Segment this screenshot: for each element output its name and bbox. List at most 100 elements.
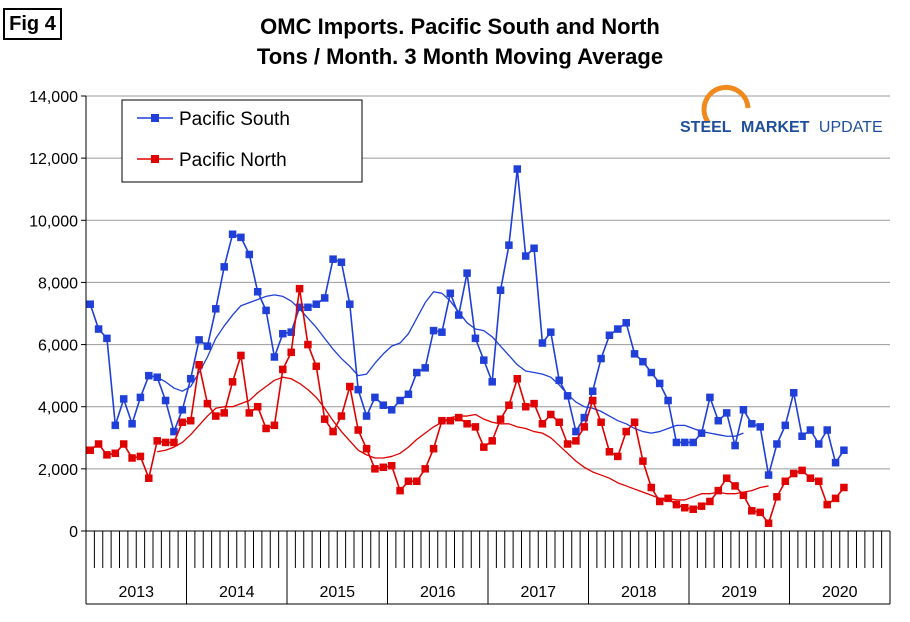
data-point	[237, 351, 245, 360]
data-point	[220, 409, 228, 417]
data-point	[371, 465, 379, 473]
data-point	[823, 426, 831, 434]
data-point	[346, 300, 354, 308]
data-point	[178, 406, 187, 414]
data-point	[547, 328, 555, 336]
data-point	[446, 289, 455, 298]
data-point	[689, 505, 697, 513]
data-point	[371, 393, 379, 402]
data-point	[614, 325, 622, 333]
chart-subtitle: Tons / Month. 3 Month Moving Average	[256, 44, 664, 69]
data-point	[798, 466, 806, 475]
series-0	[86, 165, 848, 479]
data-point	[245, 250, 254, 259]
data-point	[563, 440, 572, 448]
data-point	[304, 303, 312, 312]
data-point	[203, 399, 212, 408]
y-tick-label: 10,000	[29, 213, 78, 230]
data-point	[572, 427, 580, 436]
data-point	[538, 339, 547, 347]
y-tick-label: 6,000	[38, 338, 78, 355]
data-point	[86, 300, 94, 308]
data-point	[563, 392, 572, 400]
data-point	[806, 474, 815, 482]
legend-label-pacific-north: Pacific North	[179, 150, 287, 171]
data-point	[454, 413, 463, 422]
data-point	[413, 477, 421, 486]
moving-average-line	[156, 291, 744, 437]
data-point	[186, 416, 195, 425]
data-point	[145, 474, 153, 482]
data-point	[580, 423, 589, 431]
data-point	[471, 334, 480, 343]
logo-rest: UPDATE	[819, 119, 883, 136]
data-point	[463, 420, 471, 428]
data-point	[588, 396, 597, 405]
data-point	[588, 387, 597, 395]
data-point	[262, 424, 270, 433]
data-point	[731, 441, 739, 450]
data-point	[396, 396, 404, 405]
data-point	[396, 486, 404, 495]
y-tick-label: 0	[69, 524, 78, 541]
data-point	[212, 412, 220, 420]
data-point	[739, 406, 748, 414]
data-point	[429, 326, 438, 335]
data-point	[195, 361, 203, 369]
x-tick-label: 2016	[420, 584, 456, 601]
data-point	[505, 401, 513, 409]
series-1	[86, 284, 848, 527]
data-point	[153, 437, 161, 445]
y-tick-label: 8,000	[38, 275, 78, 292]
data-point	[798, 432, 806, 440]
data-point	[689, 438, 697, 447]
logo-text: STEEL MARKET UPDATE	[680, 119, 883, 136]
data-point	[622, 319, 630, 327]
data-point	[279, 365, 287, 374]
x-tick-label: 2018	[621, 584, 657, 601]
data-point	[605, 448, 614, 456]
data-point	[161, 396, 170, 405]
data-point	[270, 353, 279, 361]
data-point	[781, 421, 790, 430]
data-point	[287, 328, 295, 336]
data-point	[413, 368, 421, 377]
data-point	[329, 255, 337, 263]
data-point	[119, 395, 128, 403]
data-point	[731, 482, 739, 490]
data-point	[220, 263, 228, 271]
data-point	[831, 458, 840, 467]
chart-title-block: OMC Imports. Pacific South and North Ton…	[100, 12, 820, 72]
data-point	[722, 409, 731, 417]
data-point	[454, 311, 463, 319]
data-point	[94, 440, 103, 448]
steel-market-update-logo: STEEL MARKET UPDATE	[680, 84, 883, 136]
data-point	[421, 364, 429, 372]
data-point	[94, 325, 103, 333]
data-point	[739, 491, 748, 500]
data-point	[488, 437, 496, 445]
data-point	[362, 444, 371, 453]
legend-box	[121, 99, 363, 183]
data-point	[119, 440, 128, 448]
data-point	[136, 393, 145, 402]
data-point	[530, 399, 538, 408]
data-point	[346, 382, 354, 391]
data-point	[253, 288, 262, 296]
data-point	[161, 438, 170, 447]
data-point	[681, 438, 689, 447]
series-layer	[86, 165, 848, 527]
data-point	[672, 500, 681, 509]
data-point	[480, 443, 488, 451]
data-point	[354, 385, 362, 394]
data-point	[789, 469, 798, 478]
data-point	[647, 368, 656, 377]
data-point	[555, 376, 563, 385]
data-point	[748, 420, 756, 428]
data-point	[831, 494, 840, 503]
data-point	[538, 420, 547, 428]
data-point	[304, 340, 312, 349]
data-point	[756, 508, 764, 517]
data-point	[555, 418, 563, 426]
